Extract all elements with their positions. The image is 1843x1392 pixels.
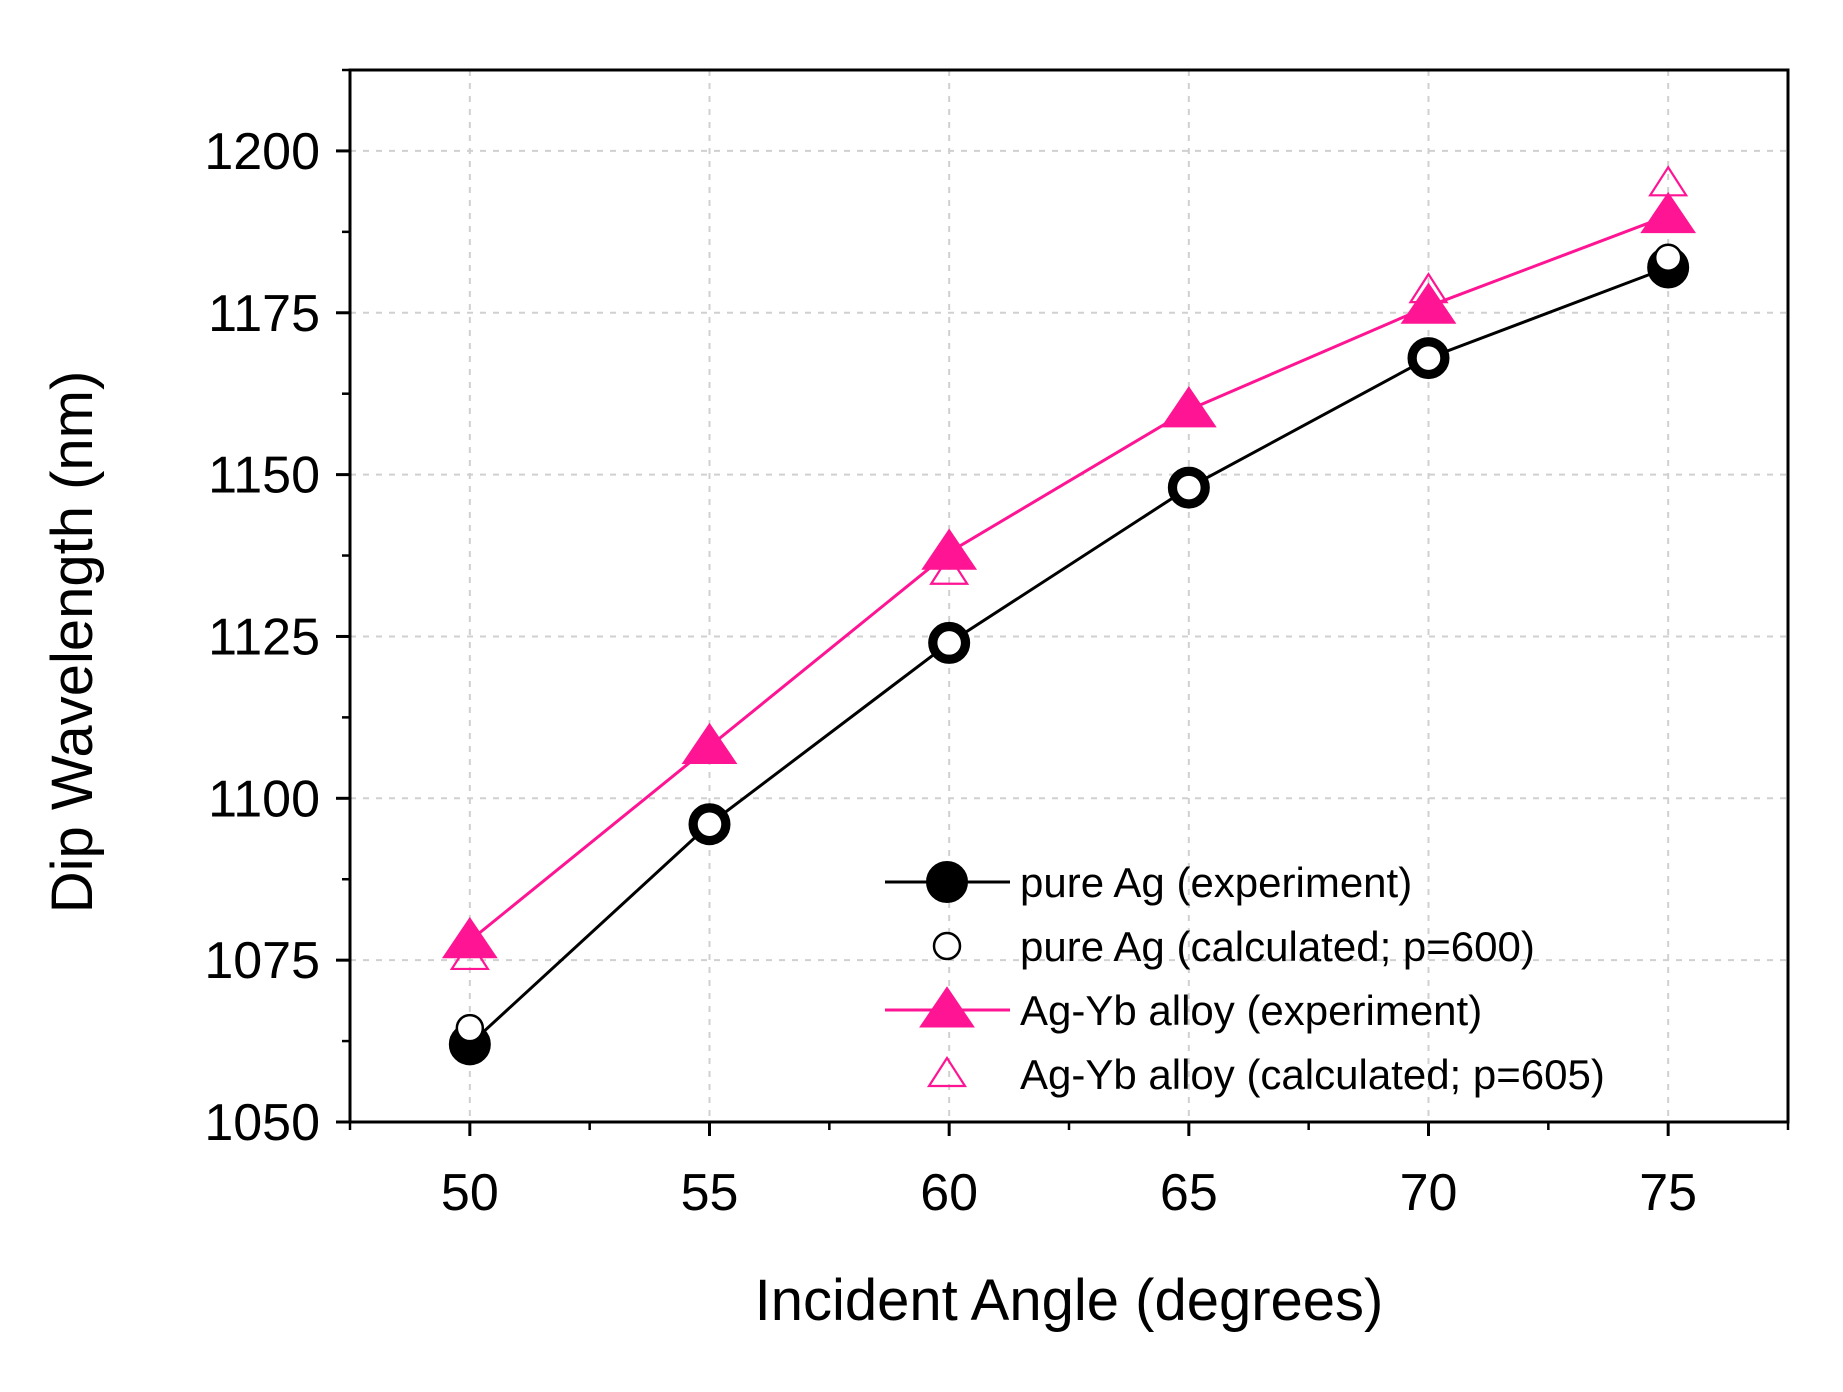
data-point: [1400, 282, 1457, 324]
data-point: [1168, 391, 1209, 423]
legend-entry: pure Ag (experiment): [885, 859, 1412, 906]
x-tick-label: 50: [441, 1164, 499, 1222]
data-point: [1653, 243, 1683, 272]
data-point: [441, 916, 498, 959]
data-point: [921, 528, 978, 570]
x-tick-label: 55: [681, 1164, 739, 1222]
data-point: [1414, 343, 1443, 373]
legend-entry: pure Ag (calculated; p=600): [932, 923, 1535, 970]
labels-layer: 50 55 60 65 70 75 1050 1075 1100 1125 1150 1175 1200: [204, 123, 1697, 1222]
legend-entry: Ag-Yb alloy (experiment): [885, 986, 1482, 1034]
x-axis-title: Incident Angle (degrees): [755, 1268, 1384, 1333]
series-ag-yb-alloy-experiment: [441, 191, 1697, 959]
x-tick-label: 60: [920, 1164, 978, 1222]
data-point: [934, 628, 964, 658]
data-point: [695, 809, 724, 839]
series-line: [468, 266, 1669, 1046]
legend-label: Ag-Yb alloy (calculated; p=605): [1020, 1051, 1605, 1098]
x-tick-label: 65: [1160, 1164, 1218, 1222]
data-point: [449, 938, 490, 971]
series-pure-ag-calculated-p-600: [455, 243, 1683, 1043]
legend-label: pure Ag (experiment): [1020, 859, 1412, 906]
y-tick-label: 1050: [204, 1094, 320, 1152]
x-tick-label: 70: [1400, 1164, 1458, 1222]
y-tick-label: 1100: [208, 770, 320, 828]
series-layer: [441, 165, 1697, 1066]
data-point: [1160, 386, 1217, 428]
y-tick-label: 1200: [204, 123, 320, 181]
legend: pure Ag (experiment) pure Ag (calculated;…: [885, 859, 1605, 1098]
data-point: [1640, 191, 1697, 234]
data-point: [1648, 165, 1689, 197]
data-point: [455, 1013, 485, 1043]
legend-marker: [926, 861, 968, 903]
y-tick-label: 1075: [204, 932, 320, 990]
data-point: [689, 731, 730, 763]
ticks-layer: [336, 68, 1790, 1136]
legend-entry: Ag-Yb alloy (calculated; p=605): [926, 1051, 1605, 1098]
legend-label: pure Ag (calculated; p=600): [1020, 923, 1535, 970]
data-point: [929, 553, 970, 585]
series-line: [468, 214, 1669, 942]
legend-marker: [926, 1055, 968, 1088]
y-tick-label: 1175: [208, 285, 320, 343]
x-tick-label: 75: [1639, 1164, 1697, 1222]
legend-marker: [919, 986, 975, 1028]
series-ag-yb-alloy-calculated-p-605: [449, 165, 1689, 971]
data-point: [1174, 473, 1204, 502]
y-tick-label: 1150: [208, 447, 320, 505]
y-tick-label: 1125: [208, 608, 320, 666]
legend-marker: [932, 931, 962, 961]
legend-label: Ag-Yb alloy (experiment): [1020, 987, 1482, 1034]
data-point: [1408, 272, 1449, 304]
grid-layer: [350, 70, 1788, 1122]
y-axis-title: Dip Wavelength (nm): [40, 371, 105, 914]
